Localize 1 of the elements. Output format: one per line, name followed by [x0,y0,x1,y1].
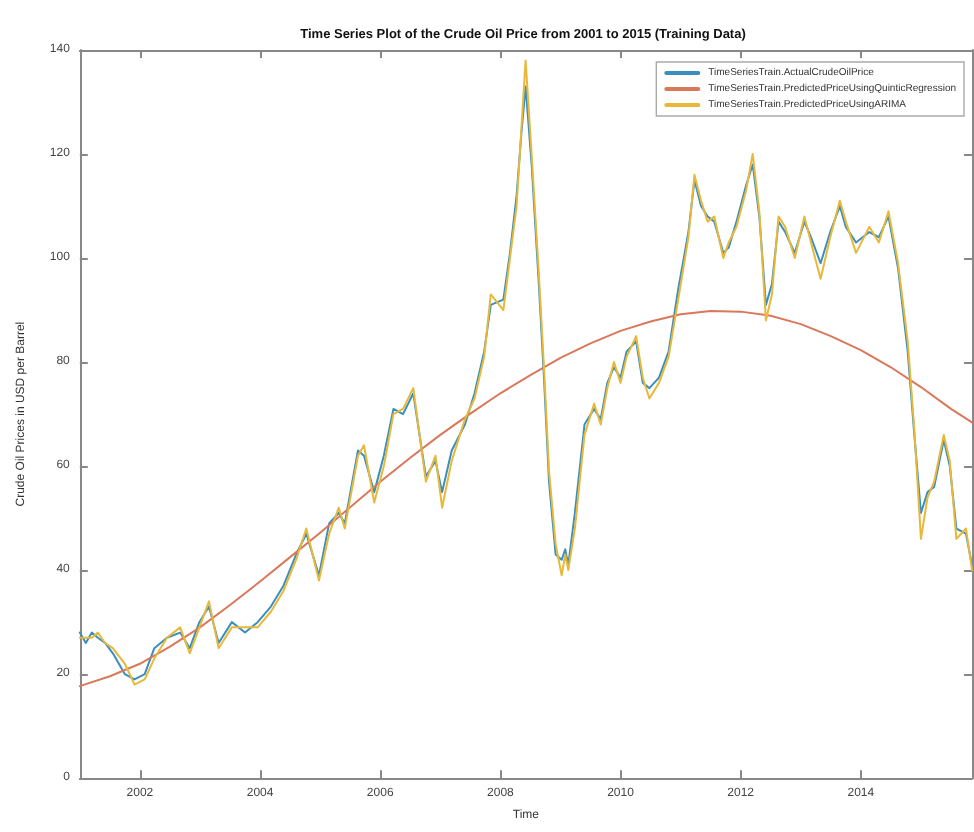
line-series [78,310,973,688]
